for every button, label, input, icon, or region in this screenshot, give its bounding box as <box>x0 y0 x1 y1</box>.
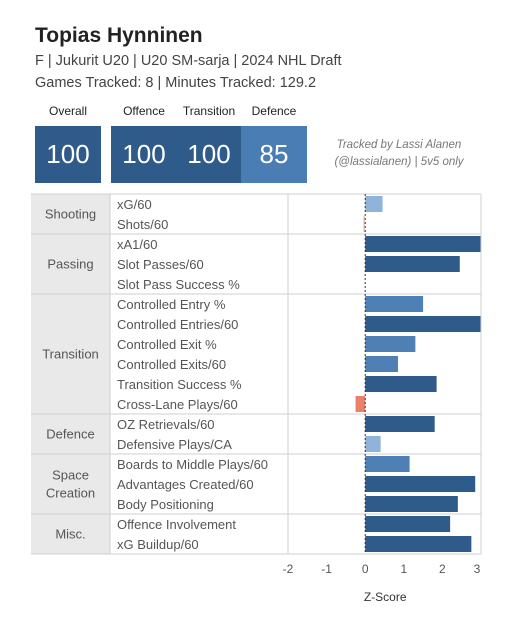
bar <box>365 256 460 272</box>
bar <box>365 336 416 352</box>
metric-label: xA1/60 <box>117 237 157 252</box>
metric-label: Body Positioning <box>117 497 214 512</box>
tracking-info: Games Tracked: 8 | Minutes Tracked: 129.… <box>35 75 317 91</box>
x-tick-label: 2 <box>439 562 446 576</box>
bar <box>365 436 381 452</box>
bar <box>363 216 366 232</box>
bar <box>365 516 451 532</box>
bar <box>365 476 476 492</box>
metric-label: Slot Pass Success % <box>117 277 240 292</box>
x-tick-label: -1 <box>321 562 332 576</box>
offence-score: 100 <box>111 126 177 183</box>
overall-score-label: Overall <box>48 104 87 118</box>
metric-label: xG/60 <box>117 197 152 212</box>
metric-label: Defensive Plays/CA <box>117 437 232 452</box>
bar <box>365 416 435 432</box>
player-info: F | Jukurit U20 | U20 SM-sarja | 2024 NH… <box>35 53 342 69</box>
bar <box>365 196 383 212</box>
bar <box>365 296 424 312</box>
bar <box>365 356 399 372</box>
overall-score: 100 <box>35 126 101 183</box>
x-tick-label: -2 <box>283 562 294 576</box>
x-tick-label: 1 <box>400 562 407 576</box>
metric-label: Slot Passes/60 <box>117 257 204 272</box>
metric-label: Offence Involvement <box>117 517 236 532</box>
x-axis-title: Z-Score <box>364 590 407 604</box>
metric-label: xG Buildup/60 <box>117 537 199 552</box>
group-label-space-creation-part0: Space <box>52 468 89 483</box>
bar <box>365 236 481 252</box>
group-label-passing: Passing <box>47 257 93 272</box>
group-label-transition: Transition <box>42 347 99 362</box>
player-name: Topias Hynninen <box>35 24 203 47</box>
tracked-note-line1: Tracked by Lassi Alanen <box>336 139 462 151</box>
x-tick-label: 0 <box>362 562 369 576</box>
bar <box>355 396 366 412</box>
metric-label: Shots/60 <box>117 217 168 232</box>
defence-score-label: Defence <box>251 104 297 118</box>
metric-label: Boards to Middle Plays/60 <box>117 457 268 472</box>
group-label-defence: Defence <box>46 427 94 442</box>
bar <box>365 316 481 332</box>
bar <box>365 496 458 512</box>
transition-score-label: Transition <box>182 104 236 118</box>
metric-label: Advantages Created/60 <box>117 477 254 492</box>
group-label-misc-: Misc. <box>55 527 85 542</box>
metric-label: Cross-Lane Plays/60 <box>117 397 238 412</box>
defence-score: 85 <box>241 126 307 183</box>
bar <box>365 536 472 552</box>
offence-score-label: Offence <box>123 104 165 118</box>
metric-label: Controlled Entry % <box>117 297 226 312</box>
category-column-background <box>31 194 110 554</box>
metric-label: OZ Retrievals/60 <box>117 417 215 432</box>
bar <box>365 376 437 392</box>
group-label-space-creation-part1: Creation <box>46 486 95 501</box>
tracked-note: Tracked by Lassi Alanen (@lassialanen) |… <box>320 137 478 171</box>
metric-label: Controlled Entries/60 <box>117 317 238 332</box>
x-tick-label: 3 <box>474 562 481 576</box>
metric-label: Controlled Exits/60 <box>117 357 226 372</box>
bar <box>365 456 410 472</box>
tracked-note-line2: (@lassialanen) | 5v5 only <box>334 156 464 168</box>
metric-label: Controlled Exit % <box>117 337 217 352</box>
group-label-shooting: Shooting <box>45 207 96 222</box>
metric-label: Transition Success % <box>117 377 242 392</box>
transition-score: 100 <box>176 126 242 183</box>
